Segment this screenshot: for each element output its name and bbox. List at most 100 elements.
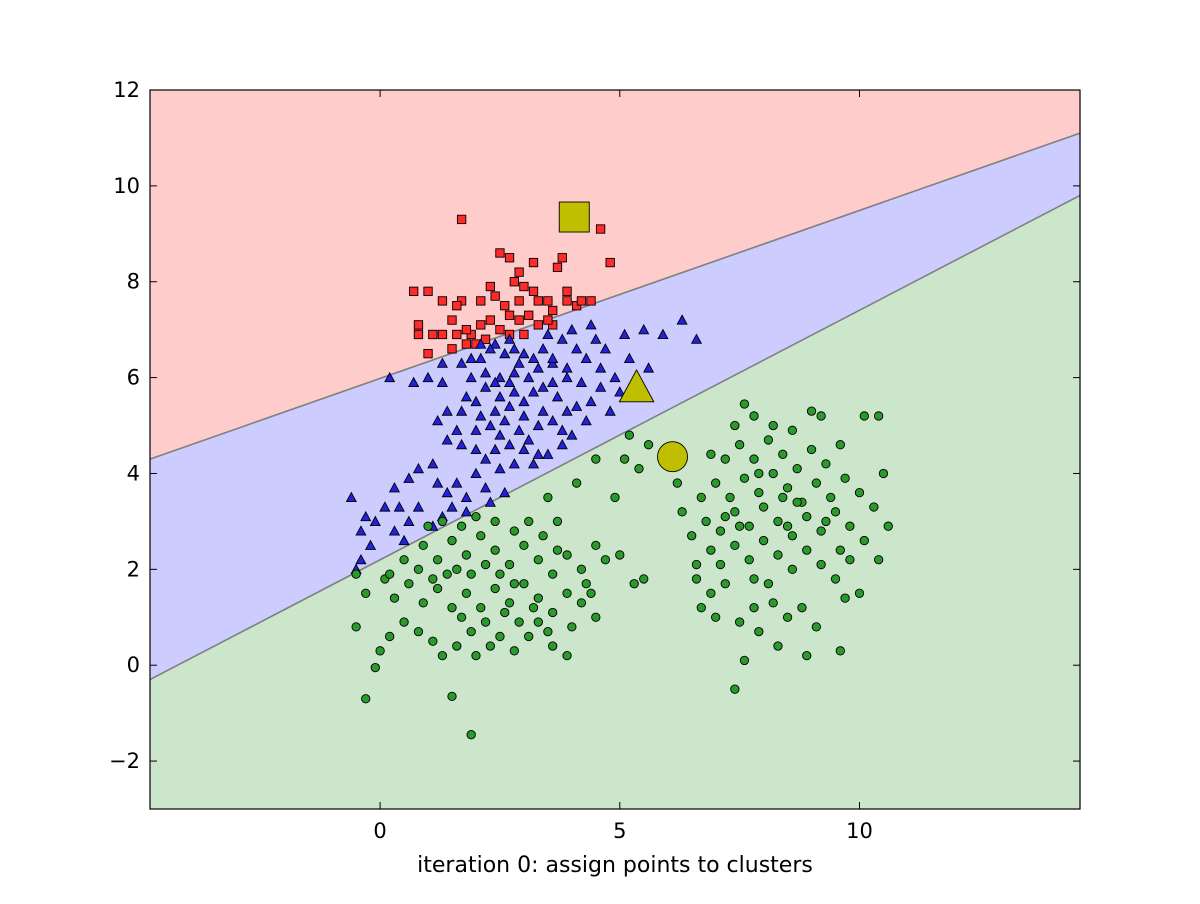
- data-point-green: [586, 588, 596, 598]
- data-point-blue: [494, 462, 506, 474]
- data-point-blue: [551, 390, 564, 402]
- data-point-green: [758, 535, 769, 546]
- data-point-green: [787, 425, 798, 435]
- data-point-blue: [479, 453, 492, 464]
- data-point-green: [466, 569, 476, 579]
- data-point-red: [552, 262, 563, 273]
- data-point-green: [730, 540, 740, 551]
- data-point-red: [495, 248, 505, 258]
- data-point-blue: [590, 333, 602, 344]
- data-point-green: [696, 492, 706, 503]
- data-point-green: [437, 650, 448, 661]
- centroid-green: [657, 441, 688, 473]
- data-point-red: [490, 291, 500, 301]
- data-point-blue: [422, 371, 434, 383]
- data-point-green: [576, 564, 587, 574]
- data-point-blue: [523, 371, 535, 383]
- decision-boundaries: [150, 132, 1080, 681]
- data-point-green: [370, 662, 380, 673]
- data-point-green: [749, 574, 759, 584]
- data-point-blue: [518, 410, 530, 421]
- data-point-red: [413, 329, 424, 340]
- data-point-green: [471, 511, 481, 522]
- data-point-green: [739, 399, 750, 409]
- data-point-blue: [494, 371, 506, 383]
- data-point-green: [495, 569, 505, 579]
- data-point-green: [840, 593, 850, 603]
- data-point-blue: [532, 448, 544, 459]
- data-point-blue: [527, 352, 540, 363]
- y-tick-label: 2: [127, 557, 140, 581]
- data-point-green: [706, 449, 716, 459]
- data-point-red: [500, 301, 510, 311]
- data-point-green: [543, 626, 553, 637]
- data-point-blue: [456, 438, 468, 450]
- data-point-blue: [412, 462, 425, 474]
- data-point-blue: [690, 333, 703, 344]
- data-point-green: [778, 449, 788, 459]
- data-point-green: [672, 478, 682, 488]
- data-point-blue: [475, 338, 487, 349]
- x-axis-label: iteration 0: assign points to clusters: [417, 853, 813, 878]
- data-point-green: [514, 617, 524, 627]
- data-point-red: [466, 329, 476, 340]
- data-point-green: [528, 603, 539, 613]
- data-point-blue: [369, 515, 381, 526]
- data-point-blue: [585, 319, 597, 330]
- data-point-blue: [479, 381, 492, 392]
- data-point-blue: [604, 405, 616, 416]
- data-point-green: [509, 526, 519, 536]
- data-point-green: [500, 607, 510, 618]
- data-point-blue: [571, 343, 583, 354]
- data-point-green: [711, 612, 721, 622]
- data-point-red: [452, 329, 462, 340]
- data-point-green: [677, 507, 687, 517]
- data-point-green: [816, 559, 826, 570]
- data-point-blue: [393, 501, 405, 512]
- data-point-green: [413, 564, 424, 574]
- data-point-green: [375, 646, 385, 656]
- data-point-blue: [475, 410, 487, 421]
- data-point-green: [706, 545, 716, 555]
- data-point-blue: [503, 438, 516, 450]
- data-point-blue: [508, 386, 520, 397]
- data-point-green: [485, 641, 496, 651]
- data-point-blue: [527, 458, 540, 469]
- data-point-blue: [503, 400, 516, 411]
- data-point-red: [533, 320, 543, 330]
- data-point-blue: [547, 376, 559, 387]
- data-point-green: [399, 555, 409, 565]
- data-point-blue: [537, 381, 549, 392]
- data-point-blue: [360, 510, 372, 522]
- y-tick-label: 6: [127, 366, 140, 390]
- data-point-blue: [355, 525, 367, 536]
- data-point-green: [418, 540, 428, 551]
- data-point-green: [567, 622, 577, 632]
- data-point-green: [763, 435, 774, 445]
- data-point-green: [591, 612, 601, 622]
- boundary-blue-green: [150, 194, 1080, 681]
- data-point-blue: [465, 371, 477, 383]
- data-point-blue: [489, 376, 501, 387]
- data-point-blue: [432, 414, 444, 426]
- data-point-green: [711, 478, 721, 488]
- data-point-green: [404, 579, 414, 589]
- data-point-green: [854, 487, 865, 498]
- data-point-green: [442, 569, 452, 579]
- data-point-green: [874, 555, 884, 565]
- data-point-blue: [638, 323, 650, 335]
- data-point-green: [859, 535, 869, 546]
- data-point-blue: [503, 333, 516, 344]
- data-point-green: [533, 617, 543, 627]
- data-point-green: [845, 521, 855, 531]
- data-point-green: [548, 607, 558, 618]
- data-point-blue: [475, 352, 487, 363]
- data-point-blue: [542, 448, 554, 459]
- data-point-green: [734, 521, 745, 531]
- data-point-green: [859, 411, 869, 421]
- data-point-green: [413, 626, 424, 637]
- data-point-blue: [470, 424, 482, 435]
- data-point-blue: [436, 357, 449, 368]
- y-tick-label: 10: [113, 174, 140, 198]
